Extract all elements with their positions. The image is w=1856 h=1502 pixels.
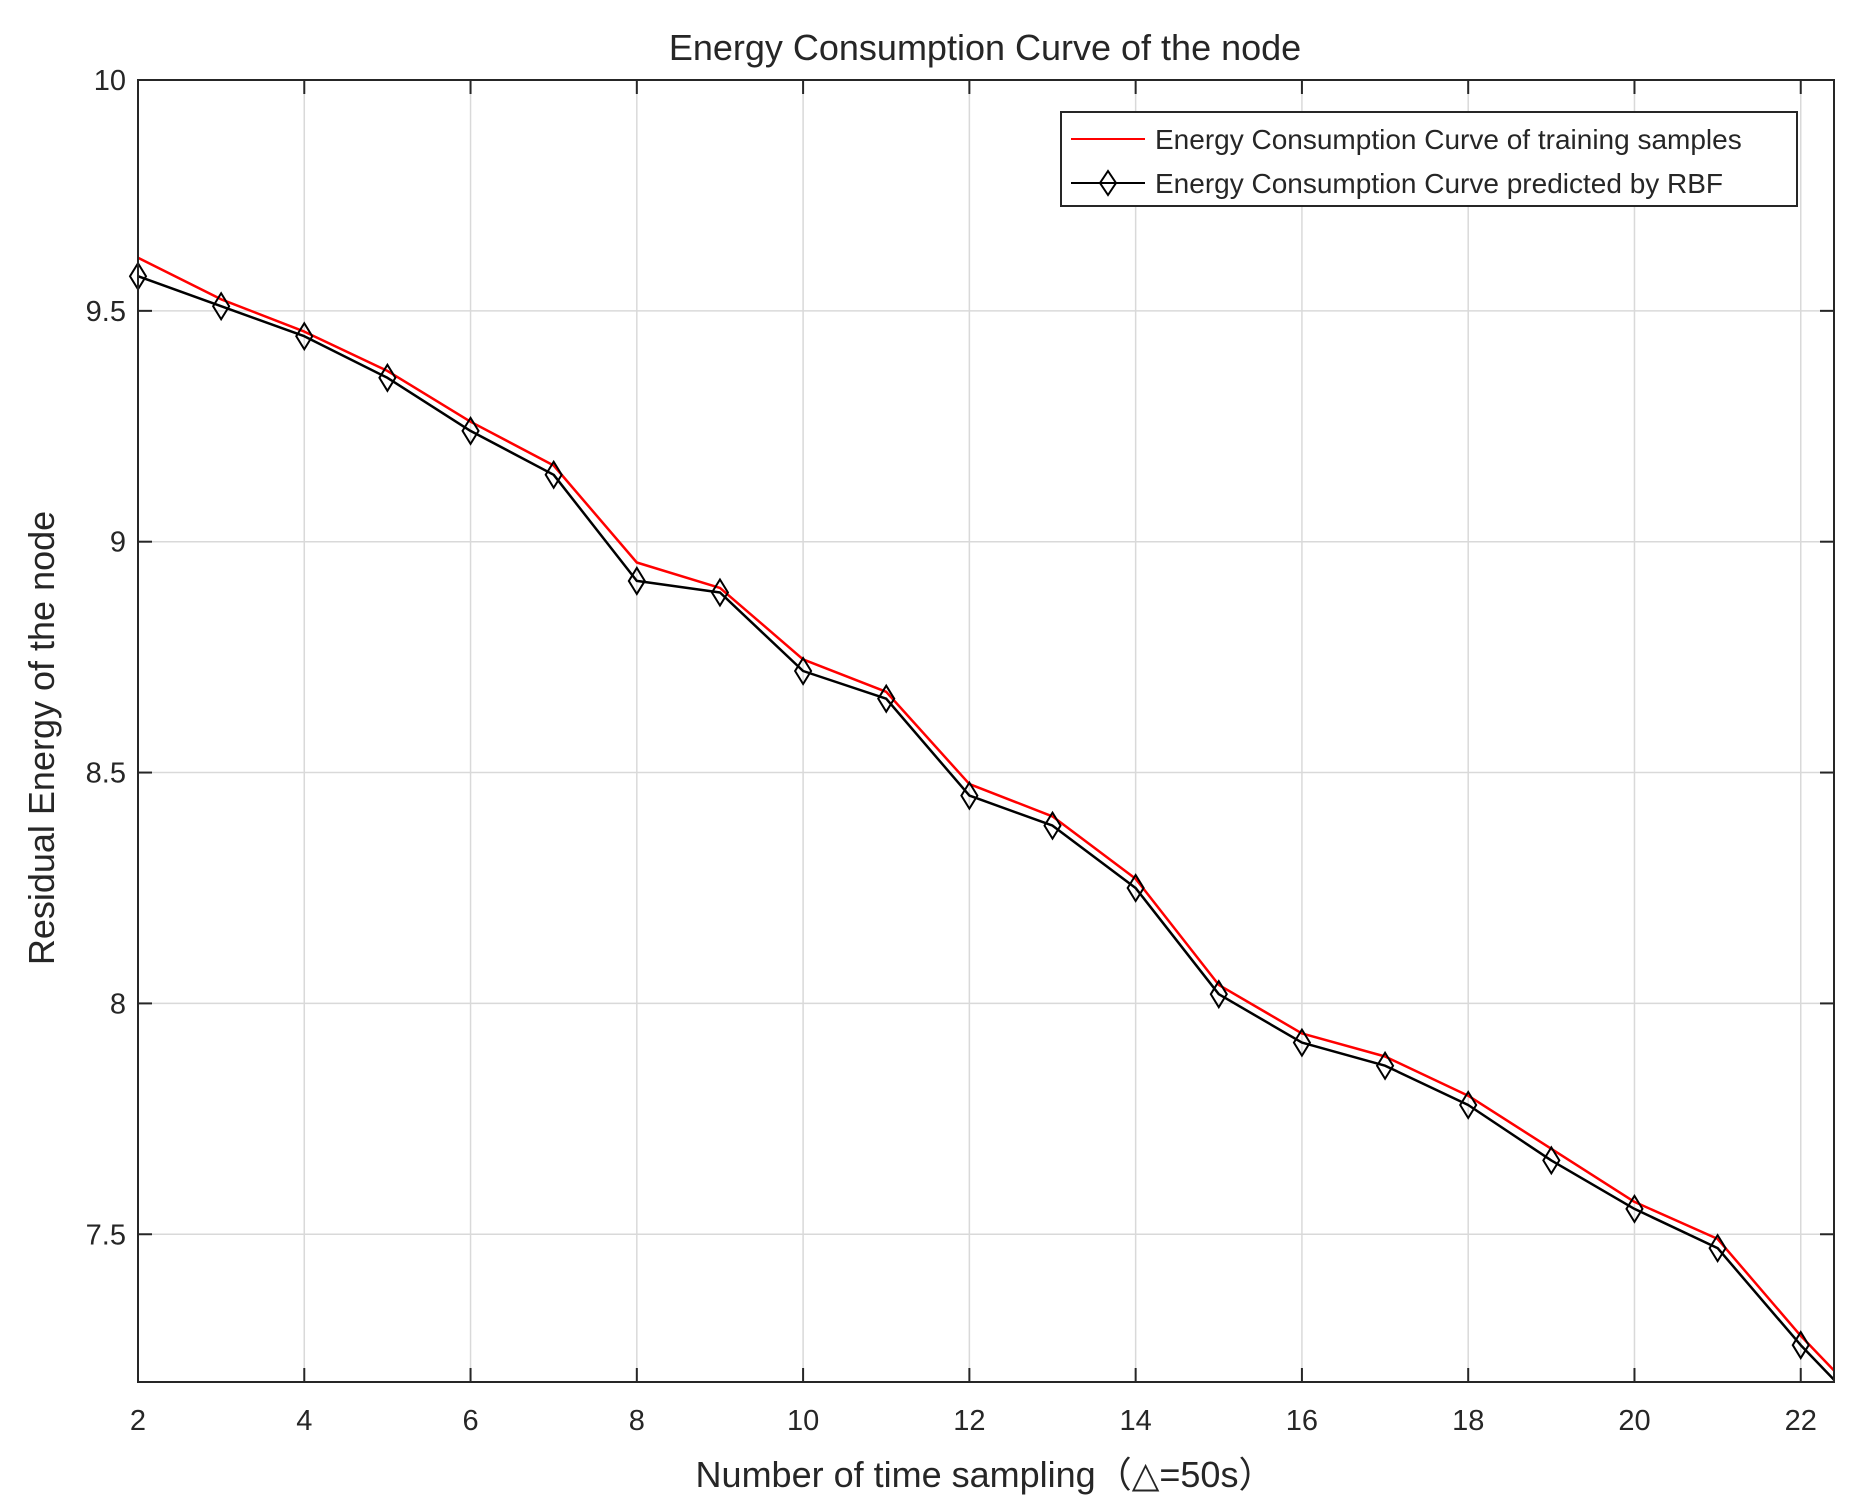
x-tick-label: 12	[953, 1405, 985, 1437]
x-tick-label: 20	[1618, 1405, 1650, 1437]
rbf-diamond-marker	[1791, 1330, 1810, 1360]
rbf-diamond-marker	[295, 321, 314, 352]
rbf-diamond-marker	[793, 656, 813, 686]
rbf-diamond-marker	[1209, 979, 1228, 1010]
rbf-diamond-marker	[1375, 1050, 1395, 1081]
rbf-diamond-marker	[1459, 1090, 1478, 1120]
legend-box	[1060, 111, 1798, 207]
plot-frame	[137, 79, 1835, 1383]
rbf-diamond-marker	[1126, 873, 1145, 903]
x-tick-label: 10	[787, 1405, 819, 1437]
plot-area	[138, 80, 1834, 1382]
series-layer	[128, 256, 1835, 1381]
rbf-diamond-marker	[1043, 810, 1062, 841]
x-tick-label: 2	[130, 1405, 146, 1437]
x-tick-label: 14	[1120, 1405, 1152, 1437]
y-tick-label: 8	[110, 988, 126, 1020]
y-tick-label: 9	[110, 527, 126, 559]
x-tick-label: 4	[296, 1405, 312, 1437]
rbf-diamond-marker	[378, 362, 397, 393]
axis-ticks	[137, 79, 1834, 1382]
rbf-diamond-marker	[1625, 1193, 1644, 1224]
x-tick-label: 22	[1785, 1405, 1817, 1437]
chart-title: Energy Consumption Curve of the node	[669, 27, 1301, 68]
rbf-diamond-marker	[1292, 1027, 1312, 1058]
rbf-diamond-marker	[1542, 1145, 1561, 1176]
rbf-diamond-marker	[960, 780, 979, 811]
rbf-diamond-marker	[710, 577, 730, 608]
x-tick-label: 18	[1452, 1405, 1484, 1437]
x-tick-label: 8	[629, 1405, 645, 1437]
rbf-diamond-marker	[1708, 1233, 1727, 1264]
legend: Energy Consumption Curve of training sam…	[1060, 111, 1798, 207]
rbf-diamond-marker	[461, 415, 480, 446]
rbf-diamond-marker	[627, 566, 646, 596]
tick-labels: 2 4 6 8 10 12 14 16 18 20 22 7.5 8 8.5 9 9.5 10	[86, 65, 1817, 1437]
y-axis-label: Residual Energy of the node	[21, 511, 62, 965]
y-tick-label: 10	[94, 65, 126, 97]
legend-diamond-marker	[1098, 169, 1118, 197]
rbf-diamond-marker	[544, 459, 563, 490]
legend-label-training: Energy Consumption Curve of training sam…	[1155, 124, 1742, 155]
y-tick-label: 8.5	[86, 758, 126, 790]
x-axis-label: Number of time sampling（△=50s）	[696, 1454, 1275, 1495]
series-line-training	[137, 256, 1835, 1372]
x-tick-label: 16	[1286, 1405, 1318, 1437]
rbf-diamond-marker	[877, 683, 896, 714]
series-line-rbf	[137, 275, 1835, 1381]
legend-label-rbf: Energy Consumption Curve predicted by RB…	[1155, 168, 1723, 199]
rbf-diamond-marker	[211, 291, 231, 322]
y-tick-label: 7.5	[86, 1219, 126, 1251]
x-tick-label: 6	[462, 1405, 478, 1437]
y-tick-label: 9.5	[86, 296, 126, 328]
